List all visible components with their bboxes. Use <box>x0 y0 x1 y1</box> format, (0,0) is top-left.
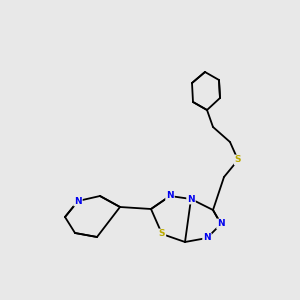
Text: N: N <box>166 191 174 200</box>
Text: N: N <box>217 220 225 229</box>
Text: N: N <box>74 196 82 206</box>
Text: S: S <box>159 230 165 238</box>
Text: N: N <box>203 233 211 242</box>
Text: S: S <box>235 155 241 164</box>
Text: N: N <box>187 194 195 203</box>
